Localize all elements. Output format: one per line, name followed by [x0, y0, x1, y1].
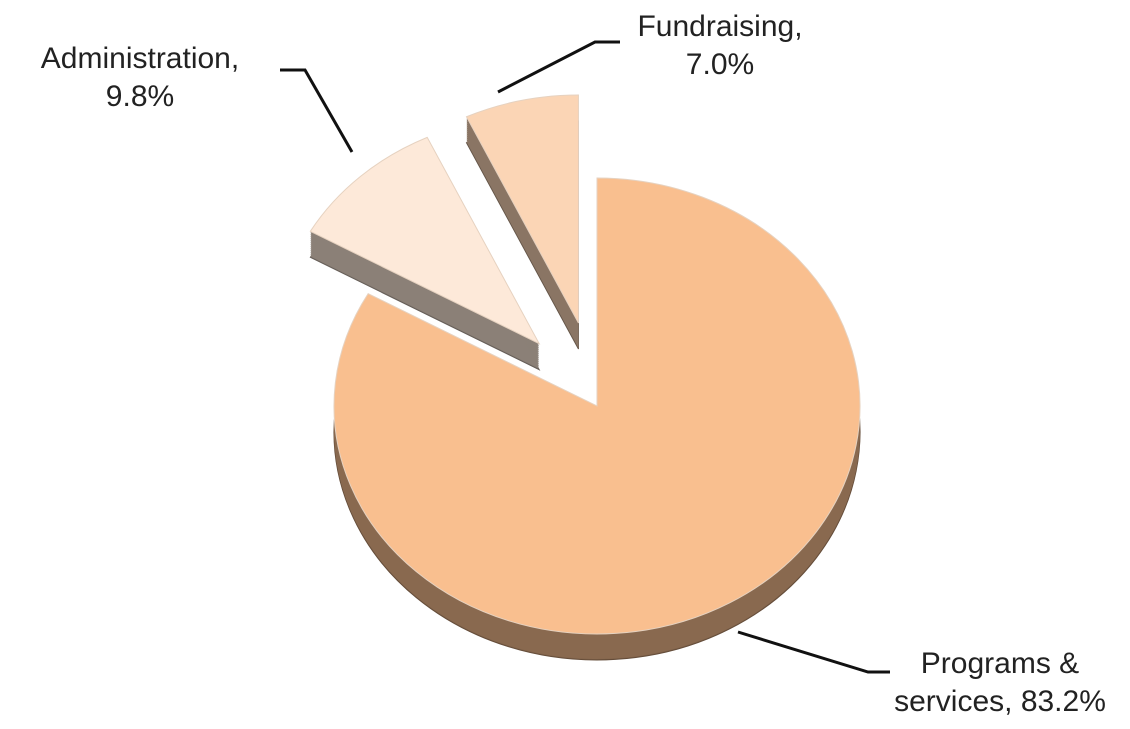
leader-line — [737, 630, 890, 674]
slice — [309, 136, 541, 345]
slice-label: Administration, 9.8% — [5, 40, 275, 116]
value-label: 7.0% — [685, 48, 755, 81]
category-label: Programs & services, — [894, 647, 1080, 718]
slice-label: Fundraising, 7.0% — [610, 8, 830, 84]
leader-line — [497, 40, 620, 94]
slice — [333, 177, 861, 635]
leader-line — [280, 68, 354, 153]
category-label: Administration, — [40, 42, 240, 75]
value-label: 9.8% — [105, 80, 175, 113]
slice — [465, 94, 579, 324]
slices — [309, 94, 861, 661]
value-label: 83.2% — [1020, 685, 1106, 718]
category-label: Fundraising, — [637, 10, 803, 43]
slice-label: Programs & services, 83.2% — [880, 645, 1120, 721]
